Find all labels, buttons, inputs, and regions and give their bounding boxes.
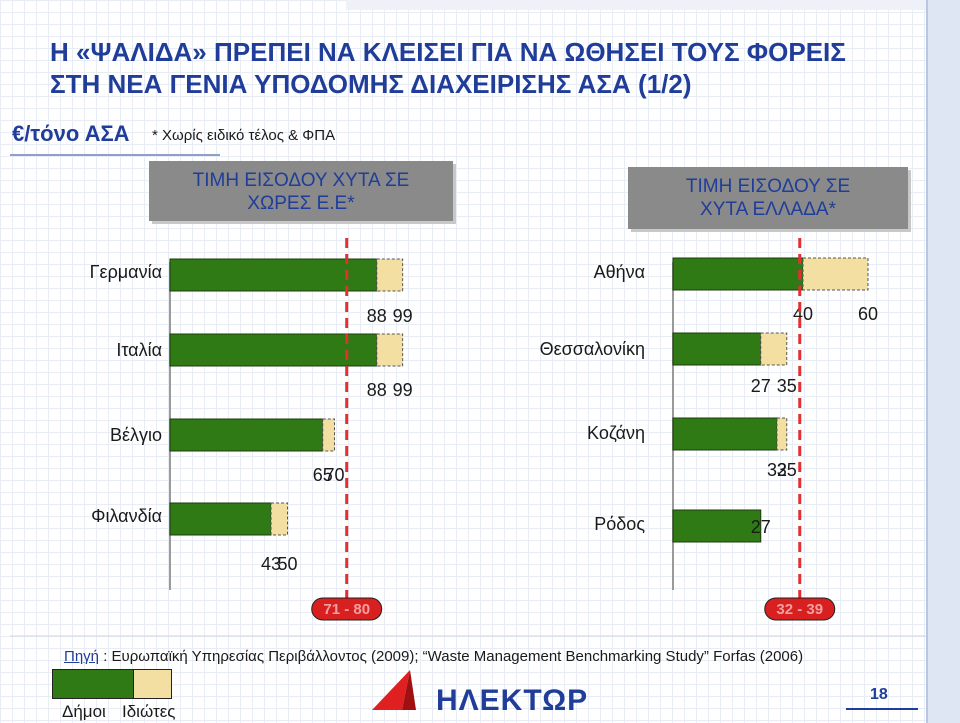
bar-dimoi: [672, 417, 778, 451]
value-label-dimoi: 27: [751, 517, 771, 537]
value-label-dimoi: 32: [767, 460, 787, 480]
page-title: Η «ΨΑΛΙΔΑ» ΠΡΕΠΕΙ ΝΑ ΚΛΕΙΣΕΙ ΓΙΑ ΝΑ ΩΘΗΣ…: [50, 36, 920, 100]
reference-badge: [764, 597, 836, 621]
title-line-2: ΣΤΗ ΝΕΑ ΓΕΝΙΑ ΥΠΟΔΟΜΗΣ ΔΙΑΧΕΙΡΙΣΗΣ ΑΣΑ (…: [50, 69, 692, 99]
panel-gr-header: ΤΙΜΗ ΕΙΣΟΔΟΥ ΣΕ ΧΥΤΑ ΕΛΛΑΔΑ*: [628, 167, 908, 229]
source-text: : Ευρωπαϊκή Υπηρεσίας Περιβάλλοντος (200…: [99, 648, 804, 665]
category-label: Αθήνα: [594, 262, 645, 282]
bar-dimoi: [672, 332, 762, 366]
panel-gr-header-line-1: ΤΙΜΗ ΕΙΣΟΔΟΥ ΣΕ: [685, 176, 851, 197]
panel-eu-header: ΤΙΜΗ ΕΙΣΟΔΟΥ ΧΥΤΑ ΣΕ ΧΩΡΕΣ Ε.Ε*: [149, 161, 453, 221]
category-label: Γερμανία: [90, 262, 162, 282]
value-label-idiotes: 35: [777, 376, 797, 396]
value-label-dimoi: 88: [367, 306, 387, 326]
reference-badge: [311, 597, 383, 621]
category-label: Φιλανδία: [91, 506, 162, 526]
legend-swatch-dimoi: [52, 669, 134, 699]
value-label-dimoi: 27: [751, 376, 771, 396]
bar-dimoi: [672, 257, 804, 291]
value-label-idiotes: 60: [858, 304, 878, 324]
right-decor-strip: [926, 0, 960, 723]
reference-badge-label: 71 - 80: [323, 601, 370, 618]
value-label-idiotes: 50: [277, 554, 297, 574]
legend-label-dimoi: Δήμοι: [62, 702, 106, 721]
unit-underline: [10, 154, 220, 156]
bar-dimoi: [169, 502, 272, 536]
bar-dimoi: [672, 509, 762, 543]
bar-idiotes: [270, 502, 288, 536]
value-label-dimoi: 88: [367, 380, 387, 400]
bar-idiotes: [376, 333, 404, 367]
value-label-idiotes: 99: [393, 380, 413, 400]
panel-eu-header-line-2: ΧΩΡΕΣ Ε.Ε*: [247, 193, 355, 214]
legend-swatch-idiotes: [134, 669, 172, 699]
bar-idiotes: [376, 258, 404, 292]
source-citation: Πηγή : Ευρωπαϊκή Υπηρεσίας Περιβάλλοντος…: [64, 648, 803, 665]
title-line-1: Η «ΨΑΛΙΔΑ» ΠΡΕΠΕΙ ΝΑ ΚΛΕΙΣΕΙ ΓΙΑ ΝΑ ΩΘΗΣ…: [50, 37, 846, 67]
panel-gr-header-line-2: ΧΥΤΑ ΕΛΛΑΔΑ*: [700, 199, 836, 220]
bar-idiotes: [322, 418, 335, 452]
bar-idiotes: [776, 417, 788, 451]
page-number-underline: [846, 708, 918, 710]
page-number: 18: [870, 686, 888, 703]
source-label: Πηγή: [64, 648, 100, 665]
value-label-idiotes: 70: [324, 465, 344, 485]
value-label-idiotes: 35: [777, 460, 797, 480]
value-label-dimoi: 65: [313, 465, 333, 485]
category-label: Θεσσαλονίκη: [540, 339, 645, 359]
category-label: Ιταλία: [116, 340, 162, 360]
value-label-dimoi: 43: [261, 554, 281, 574]
category-label: Βέλγιο: [110, 425, 162, 445]
company-logo: ΗΛΕΚΤΩΡ: [436, 684, 589, 717]
value-label-dimoi: 40: [793, 304, 813, 324]
bar-dimoi: [169, 418, 324, 452]
panel-eu-header-line-1: ΤΙΜΗ ΕΙΣΟΔΟΥ ΧΥΤΑ ΣΕ: [192, 170, 410, 191]
legend-label-idiotes: Ιδιώτες: [122, 702, 176, 721]
bar-dimoi: [169, 333, 378, 367]
logo-triangle-icon: [372, 670, 416, 710]
top-decor-bar: [346, 0, 960, 10]
bar-idiotes: [760, 332, 788, 366]
category-label: Κοζάνη: [587, 423, 645, 443]
unit-label: €/τόνο ΑΣΑ: [12, 121, 130, 146]
category-label: Ρόδος: [594, 514, 645, 534]
reference-badge-label: 32 - 39: [776, 601, 823, 618]
footnote-note: * Χωρίς ειδικό τέλος & ΦΠΑ: [152, 127, 336, 144]
value-label-idiotes: 99: [393, 306, 413, 326]
bar-idiotes: [802, 257, 869, 291]
